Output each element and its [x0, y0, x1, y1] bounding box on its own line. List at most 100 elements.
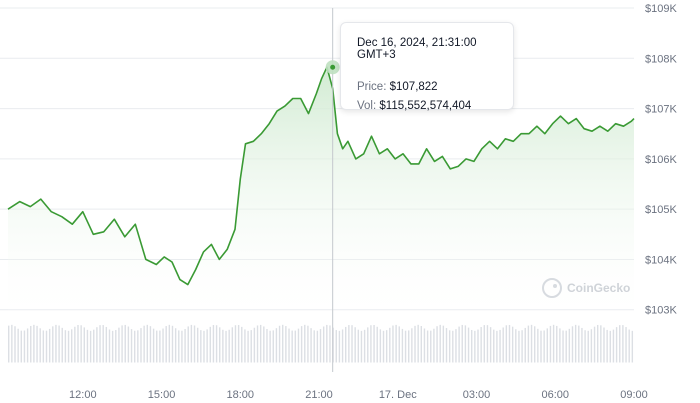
x-tick-label: 21:00	[305, 389, 333, 401]
highlight-dot	[330, 64, 336, 70]
volume-bar	[480, 327, 482, 363]
volume-bar	[622, 325, 624, 363]
volume-bar	[115, 330, 117, 363]
volume-bar	[565, 330, 567, 363]
volume-bar	[442, 325, 445, 363]
volume-bar	[537, 328, 539, 363]
coingecko-logo-icon	[542, 278, 562, 298]
volume-bar	[351, 325, 353, 363]
volume-bar	[30, 325, 32, 363]
volume-bar	[118, 327, 120, 363]
x-tick-label: 06:00	[541, 389, 569, 401]
volume-bar	[190, 324, 193, 363]
volume-bar	[452, 330, 454, 363]
volume-bar	[222, 329, 224, 363]
volume-bar	[417, 324, 419, 363]
volume-bar	[219, 327, 221, 363]
volume-bar	[70, 329, 73, 363]
volume-bar	[556, 325, 558, 363]
volume-bar	[225, 330, 227, 363]
volume-bar	[329, 325, 331, 363]
volume-bar	[549, 325, 552, 363]
volume-bar	[171, 325, 174, 363]
volume-bar	[590, 329, 593, 363]
volume-bar	[606, 329, 608, 363]
y-tick-label: $109K	[645, 3, 677, 15]
volume-bar	[266, 329, 268, 363]
tooltip-volume-row: Vol: $115,552,574,404	[357, 100, 499, 112]
volume-bar	[272, 330, 274, 363]
volume-bar	[77, 324, 79, 363]
volume-bar	[518, 330, 520, 363]
volume-bar	[105, 326, 108, 363]
volume-bar	[48, 328, 51, 363]
volume-bar	[256, 325, 259, 363]
volume-bar	[357, 329, 360, 363]
volume-bar	[137, 330, 139, 363]
volume-bar	[111, 330, 114, 363]
x-tick-label: 17. Dec	[379, 389, 417, 401]
volume-bar	[282, 324, 284, 363]
volume-bar	[39, 328, 41, 363]
volume-bar	[493, 329, 495, 363]
price-line	[7, 66, 635, 286]
tooltip-timestamp: Dec 16, 2024, 21:31:00 GMT+3	[357, 37, 477, 61]
volume-bar	[181, 330, 183, 363]
tooltip-price-row: Price: $107,822	[357, 81, 499, 93]
volume-bar	[93, 329, 95, 363]
volume-bar	[612, 329, 615, 363]
volume-bar	[546, 328, 548, 363]
volume-bar	[23, 330, 26, 363]
volume-bar	[121, 325, 123, 363]
volume-bar	[420, 325, 423, 363]
volume-bar	[499, 329, 501, 363]
tooltip-price-value: $107,822	[389, 81, 438, 93]
volume-bar	[130, 329, 133, 363]
volume-bar	[159, 330, 161, 363]
volume-bar	[291, 330, 293, 363]
volume-bar	[335, 330, 337, 363]
volume-bar	[619, 325, 621, 363]
volume-bar	[404, 330, 407, 363]
volume-bar	[55, 324, 57, 363]
volume-bar	[168, 324, 171, 363]
volume-bar	[80, 325, 82, 363]
volume-bar	[8, 325, 10, 363]
volume-bar	[178, 330, 180, 363]
volume-bar	[143, 325, 145, 363]
volume-bar	[17, 328, 19, 363]
volume-bar	[162, 328, 164, 363]
coingecko-watermark: CoinGecko	[542, 278, 630, 298]
volume-bar	[196, 327, 199, 363]
volume-bar	[149, 326, 152, 363]
volume-bar	[64, 330, 67, 363]
x-tick-label: 12:00	[69, 389, 97, 401]
volume-bar	[99, 325, 101, 363]
volume-bar	[345, 326, 347, 363]
volume-bar	[408, 330, 410, 363]
volume-bar	[392, 325, 394, 363]
volume-bar	[574, 324, 577, 363]
volume-bar	[540, 330, 542, 363]
volume-bar	[206, 329, 208, 363]
volume-bar	[209, 326, 211, 363]
volume-bar	[86, 329, 89, 363]
volume-bar	[373, 324, 375, 363]
volume-bar	[587, 330, 589, 363]
volume-bar	[146, 324, 148, 363]
volume-bar	[543, 330, 545, 363]
volume-bar	[275, 328, 278, 363]
volume-bar	[439, 324, 441, 363]
volume-bar	[316, 330, 319, 363]
volume-bar	[234, 325, 237, 363]
volume-bar	[26, 328, 29, 363]
volume-bar	[483, 325, 486, 363]
tooltip-price-label: Price:	[357, 81, 387, 93]
volume-bar	[363, 329, 366, 363]
volume-bar	[52, 326, 54, 363]
volume-bar	[467, 327, 470, 363]
y-tick-label: $103K	[645, 305, 677, 317]
volume-bar	[67, 330, 70, 363]
y-tick-label: $106K	[645, 154, 677, 166]
